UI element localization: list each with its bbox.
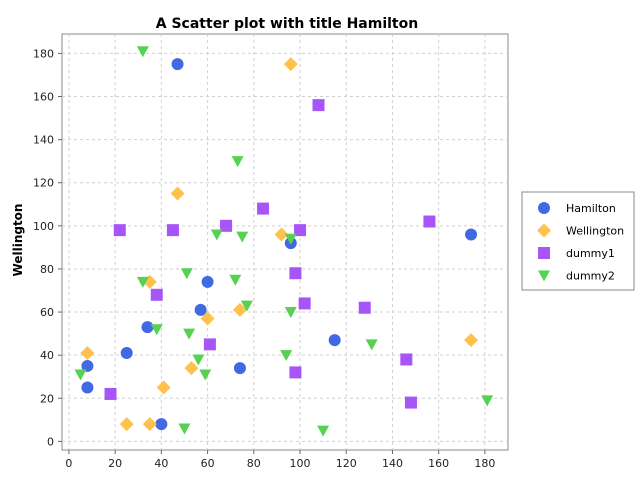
dummy1-point [289,366,302,379]
dummy2-point [210,229,223,241]
dummy1-point [312,99,325,112]
x-tick-label: 160 [428,457,449,470]
legend-marker-dummy1 [538,247,550,259]
hamilton-point [201,275,214,288]
legend-marker-hamilton [538,202,550,214]
hamilton-point [465,228,478,241]
hamilton-point [194,303,207,316]
hamilton-point [328,334,341,347]
x-tick-label: 80 [247,457,261,470]
wellington-point [283,57,298,72]
y-tick-label: 80 [40,263,54,276]
dummy2-point [365,339,378,351]
x-tick-label: 60 [201,457,215,470]
dummy2-point [284,233,297,245]
wellington-point [119,417,134,432]
wellington-point [170,186,185,201]
hamilton-point [81,381,94,394]
dummy2-point [74,369,87,381]
dummy2-point [280,350,293,362]
wellington-point [184,361,199,376]
wellington-point [80,346,95,361]
dummy1-point [113,224,126,237]
wellington-point [200,311,215,326]
legend-label-dummy2: dummy2 [566,270,615,283]
dummy2-point [136,46,149,58]
y-axis: 0 20 40 60 80 100 120 140 160 180 [33,47,62,448]
dummy1-point [220,219,233,232]
dummy1-point [257,202,270,215]
dummy2-point [240,300,253,312]
dummy2-point [284,307,297,319]
dummy2-point [231,156,244,168]
dummy2-point [229,274,242,286]
dummy1-point [104,387,117,400]
x-tick-label: 100 [290,457,311,470]
dummy1-point [166,224,179,237]
dummy2-point [236,231,249,243]
dummy2-point [199,369,212,381]
dummy1-point [298,297,311,310]
hamilton-point [171,58,184,71]
dummy1-point [400,353,413,366]
wellington-point [142,417,157,432]
x-tick-label: 40 [154,457,168,470]
dummy2-point [192,354,205,366]
hamilton-point [120,347,133,360]
dummy1-point [289,267,302,280]
legend-label-wellington: Wellington [566,225,624,238]
dummy2-point [136,276,149,288]
legend: Hamilton Wellington dummy1 dummy2 [521,191,635,291]
x-tick-label: 0 [65,457,72,470]
dummy2-point [481,395,494,407]
y-tick-label: 20 [40,392,54,405]
y-tick-label: 60 [40,306,54,319]
legend-label-dummy1: dummy1 [566,247,615,260]
dummy1-point [294,224,307,237]
dummy1-point [358,301,371,314]
y-tick-label: 120 [33,177,54,190]
y-tick-label: 40 [40,349,54,362]
hamilton-point [155,418,168,431]
x-tick-label: 140 [382,457,403,470]
y-axis-label: Wellington [11,204,25,277]
y-tick-label: 100 [33,220,54,233]
hamilton-point [81,359,94,372]
dummy1-point [423,215,436,228]
y-tick-label: 160 [33,91,54,104]
x-axis: 0 20 40 60 80 100 120 140 160 180 [65,450,495,470]
wellington-point [274,227,289,242]
y-tick-label: 180 [33,47,54,60]
wellington-point [156,380,171,395]
dummy2-point [183,328,196,340]
chart-title: A Scatter plot with title Hamilton [156,16,418,32]
legend-marker-wellington [537,223,551,238]
dummy1-point [150,288,163,301]
legend-marker-dummy2 [538,270,550,282]
dummy2-point [150,324,163,336]
x-tick-label: 180 [474,457,495,470]
y-tick-label: 0 [47,435,54,448]
y-tick-label: 140 [33,134,54,147]
hamilton-point [233,362,246,375]
hamilton-point [141,321,154,334]
wellington-point [232,302,247,317]
dummy1-point [404,396,417,409]
dummy2-point [180,268,193,280]
legend-label-hamilton: Hamilton [566,202,616,215]
dummy1-point [203,338,216,351]
wellington-point [464,333,479,348]
x-tick-label: 120 [336,457,357,470]
x-tick-label: 20 [108,457,122,470]
dummy2-point [317,425,330,437]
data-points [74,46,494,437]
dummy2-point [178,423,191,435]
